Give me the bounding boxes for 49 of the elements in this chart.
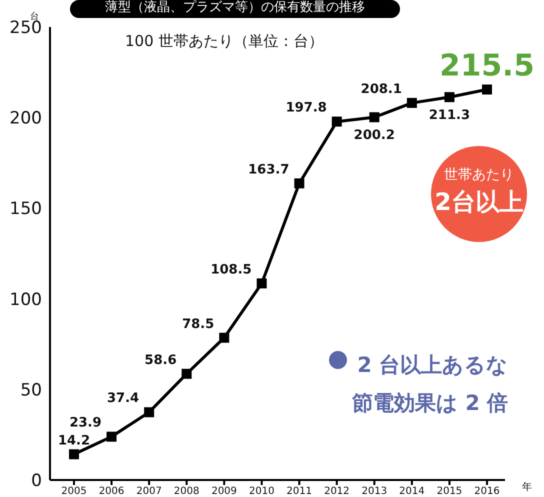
x-tick-label: 2014 bbox=[399, 486, 425, 497]
y-tick-label: 0 bbox=[31, 471, 42, 492]
y-tick-label: 150 bbox=[10, 199, 42, 220]
chart-subtitle: 100 世帯あたり（単位：台） bbox=[125, 32, 324, 51]
x-tick-label: 2008 bbox=[174, 486, 200, 497]
data-label: 197.8 bbox=[286, 100, 327, 116]
x-tick-label: 2011 bbox=[286, 486, 312, 497]
x-tick-label: 2013 bbox=[362, 486, 388, 497]
point bbox=[369, 112, 380, 122]
data-label: 208.1 bbox=[360, 82, 402, 97]
data-label: 108.5 bbox=[210, 262, 252, 278]
data-label: 200.2 bbox=[354, 128, 395, 144]
x-tick-label: 2007 bbox=[136, 486, 162, 497]
data-label: 215.5 bbox=[440, 48, 534, 84]
y-tick-label: 100 bbox=[10, 290, 42, 310]
point bbox=[482, 84, 492, 95]
y-axis-title: 台 bbox=[30, 10, 39, 22]
point bbox=[219, 332, 230, 343]
y-tick-label: 200 bbox=[10, 108, 42, 129]
data-label: 211.3 bbox=[428, 108, 470, 124]
point bbox=[144, 407, 154, 418]
point bbox=[182, 368, 192, 379]
data-label: 37.4 bbox=[107, 391, 140, 406]
point bbox=[256, 278, 267, 288]
x-axis-title: 年 bbox=[522, 481, 532, 494]
y-tick-label: 50 bbox=[20, 380, 42, 400]
data-label: 78.5 bbox=[182, 316, 214, 332]
data-label: 23.9 bbox=[69, 416, 102, 431]
point bbox=[106, 432, 117, 442]
point bbox=[294, 178, 304, 188]
annotation: 2 台以上あるな bbox=[356, 352, 508, 379]
x-tick-label: 2009 bbox=[211, 486, 237, 497]
x-tick-label: 2016 bbox=[474, 486, 500, 497]
x-tick-label: 2012 bbox=[324, 486, 350, 497]
chart-title: 薄型（液晶、プラズマ等）の保有数量の推移 bbox=[70, 0, 400, 18]
data-label: 163.7 bbox=[248, 162, 290, 178]
x-tick-label: 2006 bbox=[98, 486, 124, 497]
annotation: 世帯あたり bbox=[443, 166, 515, 184]
point bbox=[69, 449, 79, 460]
annotation: 節電効果は 2 倍 bbox=[352, 390, 508, 417]
point bbox=[406, 98, 417, 108]
x-tick-label: 2005 bbox=[61, 486, 87, 497]
x-tick-label: 2015 bbox=[436, 486, 462, 497]
data-label: 14.2 bbox=[58, 433, 90, 448]
annotation: 2台以上 bbox=[434, 187, 524, 218]
point bbox=[444, 92, 454, 102]
x-tick-label: 2010 bbox=[249, 486, 274, 497]
data-label: 58.6 bbox=[144, 352, 177, 368]
point bbox=[332, 116, 342, 127]
